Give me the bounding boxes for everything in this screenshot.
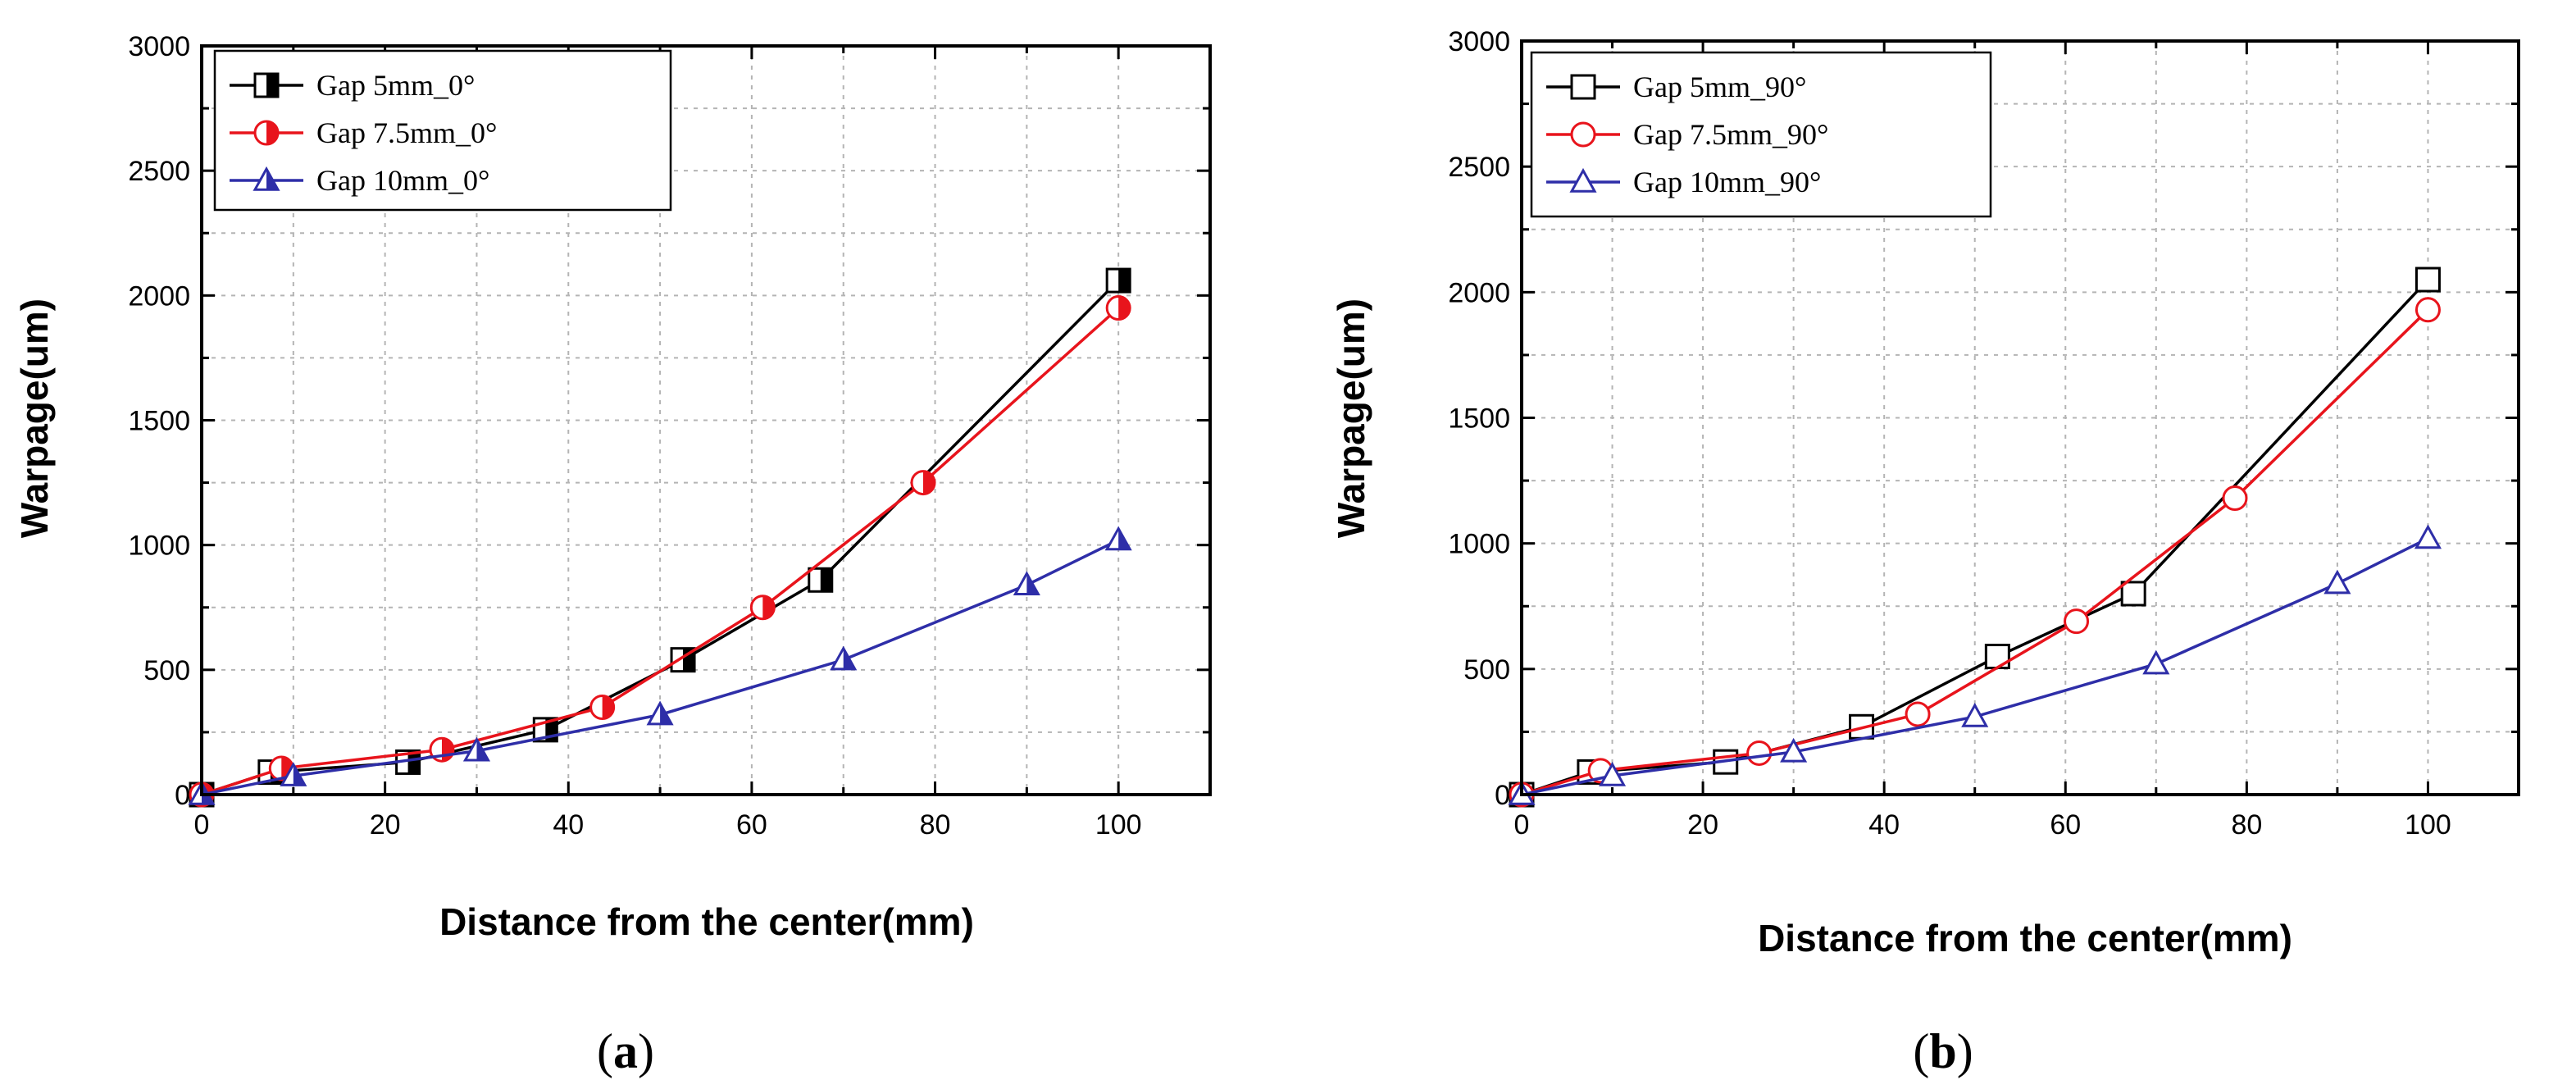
data-point [1984,644,2010,670]
y-tick-label: 2000 [1448,277,1510,308]
legend-label: Gap 7.5mm_0° [316,116,497,149]
data-point [1598,761,1627,786]
series-2 [1509,297,2441,808]
series-line [1521,536,2429,796]
y-tick-label: 2000 [128,280,190,312]
x-tick-label: 20 [370,809,401,841]
x-tick-label: 60 [2050,809,2081,841]
data-point [2222,485,2248,512]
legend-marker [253,72,280,98]
data-point [2120,581,2146,607]
y-tick-label: 2500 [1448,152,1510,183]
data-point [1780,737,1808,763]
legend-entry: Gap 10mm_90° [1546,166,1821,198]
data-point [2064,608,2090,635]
data-point [1961,702,1989,727]
y-axis-label: Warpage(um) [1330,298,1372,538]
legend: Gap 5mm_90° Gap 7.5mm_90° Gap 10mm_90° [1530,51,1992,218]
x-tick-label: 40 [1868,809,1900,841]
y-tick-label: 500 [143,655,190,686]
y-tick-label: 3000 [1448,26,1510,57]
data-point [462,736,491,762]
y-tick-label: 500 [1463,654,1510,686]
y-tick-label: 1500 [1448,403,1510,435]
gridlines [1522,41,2519,795]
x-tick-label: 0 [194,809,210,841]
data-point [1905,701,1931,727]
data-point [589,694,616,720]
chart-panel-a: 0 20 40 60 80 100050010001500200025003000Gap … [13,31,1212,1078]
data-point [2414,267,2441,293]
legend-label: Gap 10mm_90° [1633,166,1821,198]
legend-entry: Gap 5mm_90° [1546,71,1806,103]
data-point [1105,267,1131,294]
caption-letter: a [613,1024,638,1078]
y-tick-label: 1000 [128,531,190,562]
x-tick-label: 80 [920,809,951,841]
x-tick-label: 100 [1095,809,1142,841]
y-tick-label: 1500 [128,406,190,437]
data-point [808,567,834,593]
series-3 [188,526,1132,805]
legend-entry: Gap 7.5mm_90° [1546,118,1828,151]
data-point [2414,297,2441,323]
y-tick-label: 1000 [1448,529,1510,560]
legend-label: Gap 5mm_90° [1633,71,1806,103]
data-point [1013,571,1040,596]
plot-frame [1520,39,2520,796]
data-point [2142,649,2170,675]
caption-open: ( [1913,1024,1929,1078]
x-tick-label: 60 [736,809,767,841]
caption-open: ( [597,1024,613,1078]
x-axis-label: Distance from the center(mm) [439,900,974,943]
y-tick-label: 3000 [128,31,190,62]
legend-marker [1570,74,1596,100]
legend-label: Gap 10mm_0° [316,164,489,197]
caption-close: ) [638,1024,654,1078]
chart-panel-b: 0 20 40 60 80 100050010001500200025003000Gap … [1330,26,2520,1078]
legend-marker [1570,121,1596,148]
x-tick-label: 40 [553,809,584,841]
panel-caption: (a) [597,1024,654,1078]
x-tick-label: 80 [2231,809,2262,841]
y-tick-label: 0 [1495,780,1510,811]
legend-marker [253,120,280,146]
data-point [749,595,776,621]
legend-label: Gap 5mm_0° [316,69,475,102]
data-point [830,645,858,671]
y-axis-label: Warpage(um) [13,298,56,538]
legend: Gap 5mm_0° Gap 7.5mm_0° Gap 10mm_0° [213,49,672,212]
y-tick-label: 0 [175,780,190,811]
data-point [646,700,674,726]
series-3 [1508,524,2442,805]
legend-box [213,49,672,212]
data-point [1746,740,1773,766]
x-tick-label: 20 [1687,809,1718,841]
legend-entry: Gap 10mm_0° [230,164,489,197]
data-point [2414,524,2442,549]
caption-letter: b [1929,1024,1956,1078]
x-tick-label: 0 [1514,809,1530,841]
legend-label: Gap 7.5mm_90° [1633,118,1828,151]
data-point [1105,295,1131,321]
plot-frame [200,44,1212,796]
caption-close: ) [1957,1024,1973,1078]
data-point [280,762,307,786]
data-point [2323,569,2351,595]
data-point [1104,526,1132,551]
data-point [910,470,936,496]
x-tick-label: 100 [2405,809,2451,841]
legend-entry: Gap 7.5mm_0° [230,116,497,149]
panel-caption: (b) [1913,1024,1973,1078]
legend-marker [1569,167,1597,193]
legend-marker [253,166,280,191]
y-tick-label: 2500 [128,156,190,187]
legend-entry: Gap 5mm_0° [230,69,475,102]
x-axis-label: Distance from the center(mm) [1758,917,2292,959]
